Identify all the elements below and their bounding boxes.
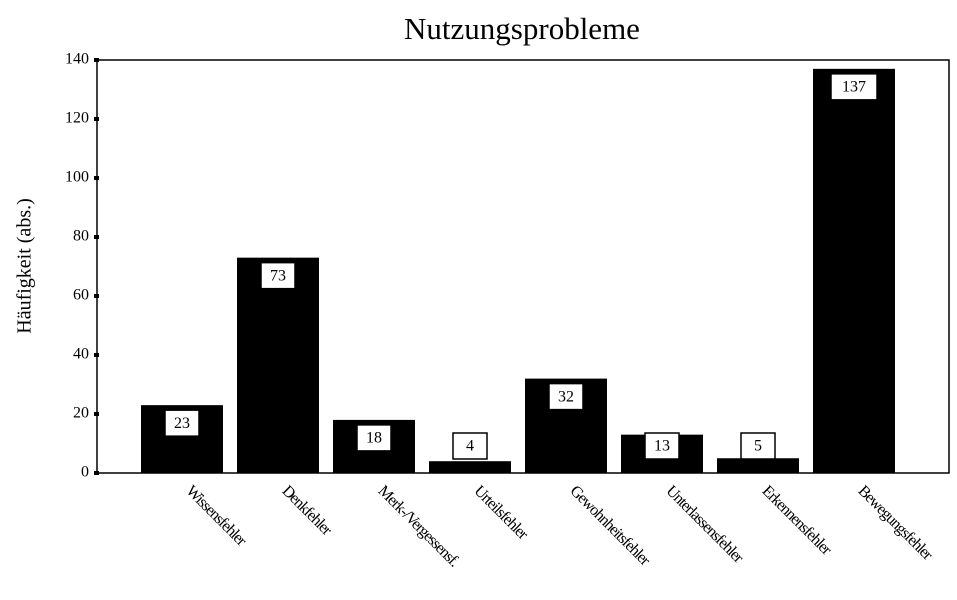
value-label-box	[644, 432, 680, 460]
y-tick-label: 40	[73, 346, 89, 363]
x-tick-label: Urteilsfehler	[471, 482, 532, 543]
value-label-box	[260, 261, 296, 290]
value-label: 18	[366, 430, 382, 447]
y-tick-mark	[94, 176, 99, 180]
value-label: 73	[270, 267, 286, 284]
x-tick-label: Erkennensfehler	[759, 482, 836, 559]
value-label-box	[452, 432, 488, 460]
y-axis-label: Häufigkeit (abs.)	[14, 198, 36, 334]
value-label-box	[740, 432, 776, 460]
bar	[429, 461, 511, 473]
x-tick-label: Bewegungsfehler	[855, 482, 937, 564]
x-tick-label: Unterlassensfehler	[663, 482, 748, 567]
value-label: 137	[842, 79, 866, 96]
y-tick-label: 120	[65, 110, 89, 127]
y-tick-mark	[94, 412, 99, 416]
x-tick-label: Merk-/Vergessensf.	[375, 482, 462, 569]
bar	[237, 257, 319, 473]
chart-title: Nutzungsprobleme	[404, 11, 640, 46]
y-tick-mark	[94, 294, 99, 298]
value-label-box	[164, 409, 200, 437]
y-tick-label: 100	[65, 169, 89, 186]
value-label-box	[830, 73, 878, 101]
bar	[717, 458, 799, 473]
value-label: 23	[174, 415, 190, 432]
value-label-box	[356, 424, 392, 452]
value-label: 5	[754, 438, 762, 455]
y-tick-label: 0	[81, 464, 89, 481]
x-tick-label: Wissensfehler	[183, 482, 251, 550]
value-label: 4	[466, 438, 474, 455]
y-tick-label: 80	[73, 228, 89, 245]
y-tick-mark	[94, 58, 99, 62]
value-label: 13	[654, 438, 670, 455]
plot-frame	[96, 59, 950, 474]
y-tick-label: 20	[73, 405, 89, 422]
value-label-box	[548, 382, 584, 411]
bar	[813, 68, 895, 473]
value-label: 32	[558, 388, 574, 405]
y-tick-mark	[94, 235, 99, 239]
y-tick-mark	[94, 117, 99, 121]
y-tick-mark	[94, 353, 99, 357]
x-tick-label: Gewohnheitsfehler	[567, 482, 654, 569]
y-tick-label: 140	[65, 51, 89, 68]
y-tick-mark	[94, 471, 99, 475]
y-tick-label: 60	[73, 287, 89, 304]
x-tick-label: Denkfehler	[279, 482, 336, 539]
